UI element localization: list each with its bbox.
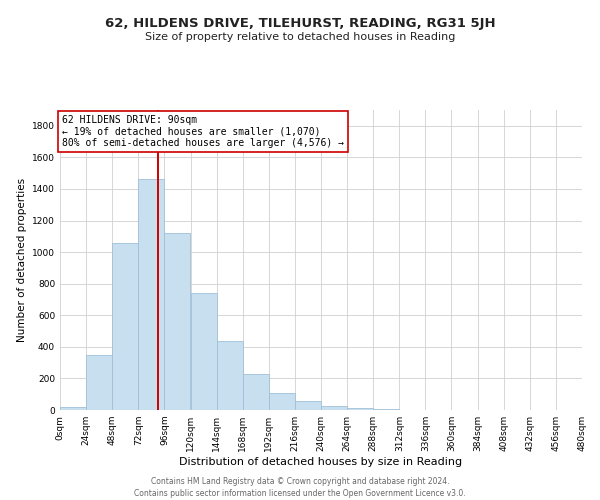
X-axis label: Distribution of detached houses by size in Reading: Distribution of detached houses by size … bbox=[179, 457, 463, 467]
Bar bbox=[321, 406, 347, 410]
Text: Contains HM Land Registry data © Crown copyright and database right 2024.: Contains HM Land Registry data © Crown c… bbox=[151, 478, 449, 486]
Bar bbox=[295, 402, 321, 410]
Text: Size of property relative to detached houses in Reading: Size of property relative to detached ho… bbox=[145, 32, 455, 42]
Bar bbox=[86, 354, 112, 410]
Bar bbox=[242, 374, 269, 410]
Bar bbox=[217, 340, 242, 410]
Bar bbox=[112, 242, 138, 410]
Bar bbox=[373, 409, 400, 410]
Bar bbox=[139, 180, 164, 410]
Bar bbox=[60, 407, 86, 410]
Bar bbox=[269, 392, 295, 410]
Text: 62, HILDENS DRIVE, TILEHURST, READING, RG31 5JH: 62, HILDENS DRIVE, TILEHURST, READING, R… bbox=[104, 18, 496, 30]
Text: Contains public sector information licensed under the Open Government Licence v3: Contains public sector information licen… bbox=[134, 489, 466, 498]
Bar bbox=[347, 408, 373, 410]
Text: 62 HILDENS DRIVE: 90sqm
← 19% of detached houses are smaller (1,070)
80% of semi: 62 HILDENS DRIVE: 90sqm ← 19% of detache… bbox=[62, 114, 344, 148]
Bar bbox=[164, 233, 190, 410]
Y-axis label: Number of detached properties: Number of detached properties bbox=[17, 178, 26, 342]
Bar bbox=[191, 293, 217, 410]
